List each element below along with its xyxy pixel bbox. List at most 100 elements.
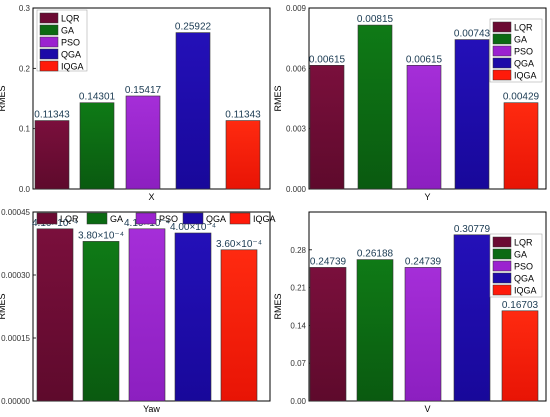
- data-label-qga: 4.00×10⁻⁴: [170, 222, 216, 233]
- y-tick-label: 0.00: [290, 397, 306, 406]
- data-label-pso: 0.15417: [125, 85, 162, 96]
- data-label-iqga: 3.60×10⁻⁴: [216, 239, 262, 250]
- y-tick-label: 0.1: [19, 125, 31, 134]
- y-tick-label: 0.3: [19, 4, 31, 13]
- legend-label-lqr: LQR: [514, 238, 533, 248]
- y-tick-label: 0.003: [286, 125, 307, 134]
- bar-pso: [128, 228, 166, 402]
- legend-label-pso: PSO: [514, 47, 533, 57]
- data-label-ga: 0.14301: [79, 92, 116, 103]
- legend-label-ga: GA: [110, 214, 123, 224]
- legend-swatch-ga: [39, 24, 59, 36]
- legend-swatch-qga: [39, 48, 59, 60]
- data-label-iqga: 0.16703: [502, 300, 539, 311]
- legend-swatch-iqga: [492, 284, 512, 296]
- data-label-iqga: 0.11343: [225, 110, 261, 121]
- bar-pso: [125, 95, 161, 190]
- y-tick-label: 0.14: [290, 321, 306, 330]
- legend-label-qga: QGA: [206, 214, 226, 224]
- data-label-lqr: 0.11343: [34, 110, 70, 121]
- legend-swatch-iqga: [229, 212, 251, 225]
- y-tick-label: 0.000: [286, 185, 307, 194]
- legend-swatch-ga: [492, 248, 512, 260]
- legend-label-lqr: LQR: [60, 214, 79, 224]
- y-tick-label: 0.009: [286, 4, 307, 13]
- legend-swatch-ga: [86, 212, 108, 225]
- chart-panel-x: 0.0 0.1 0.2 0.3 RMES X 0.11343 0.14301 0.15417 0.…: [0, 4, 271, 202]
- bar-ga: [356, 259, 394, 402]
- bar-lqr: [309, 267, 347, 402]
- legend-swatch-lqr: [36, 212, 58, 225]
- bar-ga: [357, 24, 393, 190]
- legend-label-ga: GA: [514, 35, 527, 45]
- bar-qga: [454, 39, 490, 190]
- y-tick-label: 0.0: [19, 185, 31, 194]
- y-tick-label: 0.07: [290, 359, 306, 368]
- data-label-lqr: 0.00615: [309, 54, 346, 65]
- legend-swatch-pso: [39, 36, 59, 48]
- legend-label-iqga: IQGA: [514, 71, 537, 81]
- y-axis-label: RMES: [0, 85, 7, 111]
- chart-panel-y: 0.000 0.003 0.006 0.009 RMES Y 0.00615 0.00815 0…: [273, 4, 547, 202]
- legend-swatch-iqga: [492, 69, 512, 81]
- bar-pso: [404, 267, 442, 402]
- bar-ga: [79, 102, 115, 190]
- legend-swatch-pso: [135, 212, 157, 225]
- legend-label-ga: GA: [61, 26, 74, 36]
- bar-iqga: [220, 249, 258, 402]
- legend-swatch-pso: [492, 260, 512, 272]
- data-label-qga: 0.25922: [175, 22, 212, 33]
- data-label-iqga: 0.00429: [503, 92, 540, 103]
- legend-label-lqr: LQR: [61, 14, 80, 24]
- legend-swatch-lqr: [492, 236, 512, 248]
- bar-iqga: [225, 120, 261, 190]
- y-tick-label: 0.28: [290, 246, 306, 255]
- y-tick-label: 0.21: [290, 284, 306, 293]
- legend-label-qga: QGA: [514, 274, 534, 284]
- legend-swatch-qga: [492, 57, 512, 69]
- legend-label-pso: PSO: [159, 214, 178, 224]
- bar-qga: [174, 232, 212, 402]
- y-tick-label: 0.00000: [1, 397, 30, 406]
- legend-label-pso: PSO: [514, 262, 533, 272]
- legend: LQR GA PSO QGA IQGA: [36, 9, 88, 72]
- y-tick-label: 0.006: [286, 64, 307, 73]
- legend: LQR GA PSO QGA IQGA: [489, 233, 543, 298]
- x-axis-label: Y: [424, 192, 430, 202]
- x-axis-label: V: [424, 404, 430, 414]
- data-label-qga: 0.00743: [454, 29, 491, 40]
- legend-swatch-lqr: [492, 21, 512, 33]
- chart-panel-yaw: 0.000000.000150.000300.00045RMESYaw4.10×…: [0, 208, 276, 414]
- data-label-lqr: 0.24739: [310, 256, 347, 267]
- legend-swatch-pso: [492, 45, 512, 57]
- data-label-ga: 3.80×10⁻⁴: [78, 230, 124, 241]
- y-axis-label: RMES: [273, 85, 283, 111]
- y-axis-label: RMES: [0, 293, 7, 319]
- bar-lqr: [34, 120, 70, 190]
- bar-iqga: [501, 310, 539, 402]
- data-label-ga: 0.26188: [357, 249, 394, 260]
- y-tick-label: 0.00045: [1, 208, 30, 217]
- legend: LQR GA PSO QGA IQGA: [36, 212, 276, 225]
- bar-ga: [82, 241, 120, 402]
- bar-pso: [406, 65, 442, 190]
- data-label-pso: 0.24739: [405, 256, 442, 267]
- y-axis-label: RMES: [273, 293, 283, 319]
- bar-lqr: [309, 65, 345, 190]
- legend-label-iqga: IQGA: [253, 214, 276, 224]
- legend: LQR GA PSO QGA IQGA: [489, 18, 543, 83]
- legend-swatch-ga: [492, 33, 512, 45]
- y-tick-label: 0.2: [19, 64, 31, 73]
- legend-label-iqga: IQGA: [514, 286, 537, 296]
- bar-qga: [175, 32, 211, 190]
- legend-label-ga: GA: [514, 250, 527, 260]
- legend-swatch-iqga: [39, 60, 59, 72]
- y-tick-label: 0.00015: [1, 334, 30, 343]
- bar-iqga: [503, 102, 539, 190]
- legend-label-qga: QGA: [61, 50, 81, 60]
- legend-swatch-lqr: [39, 12, 59, 24]
- legend-label-qga: QGA: [514, 59, 534, 69]
- bar-qga: [453, 234, 491, 402]
- chart-panel-v: 0.00 0.07 0.14 0.21 0.28 RMES V 0.24739 0.26188 0…: [273, 211, 547, 414]
